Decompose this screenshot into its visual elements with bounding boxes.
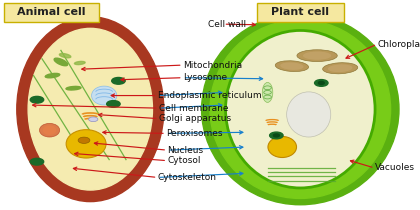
Ellipse shape xyxy=(74,61,85,65)
Ellipse shape xyxy=(275,61,309,72)
Circle shape xyxy=(112,77,125,84)
Ellipse shape xyxy=(45,74,60,78)
Circle shape xyxy=(318,81,324,84)
Ellipse shape xyxy=(262,82,273,102)
Ellipse shape xyxy=(59,54,71,58)
Text: Chloroplasts: Chloroplasts xyxy=(377,40,420,49)
FancyBboxPatch shape xyxy=(257,3,344,22)
Text: Cell wall: Cell wall xyxy=(208,20,246,29)
Ellipse shape xyxy=(210,20,391,198)
Text: Endoplasmic reticulum: Endoplasmic reticulum xyxy=(158,91,261,100)
Circle shape xyxy=(30,96,44,103)
Text: Animal cell: Animal cell xyxy=(17,7,86,17)
Ellipse shape xyxy=(297,50,337,62)
Ellipse shape xyxy=(286,92,331,137)
Circle shape xyxy=(30,158,44,165)
Circle shape xyxy=(273,134,279,137)
Ellipse shape xyxy=(303,51,331,60)
Text: Cytosol: Cytosol xyxy=(167,156,201,165)
Ellipse shape xyxy=(202,14,399,205)
Ellipse shape xyxy=(226,30,375,188)
Text: Plant cell: Plant cell xyxy=(271,7,329,17)
Ellipse shape xyxy=(89,117,98,122)
Ellipse shape xyxy=(78,137,90,143)
Ellipse shape xyxy=(17,17,164,202)
Text: Cytoskeleton: Cytoskeleton xyxy=(158,173,216,182)
Circle shape xyxy=(270,132,283,139)
Ellipse shape xyxy=(54,58,68,66)
Ellipse shape xyxy=(92,86,117,105)
Ellipse shape xyxy=(323,63,358,74)
Text: Vacuoles: Vacuoles xyxy=(375,164,415,172)
Text: Golgi apparatus: Golgi apparatus xyxy=(159,114,231,123)
Ellipse shape xyxy=(28,28,152,190)
FancyBboxPatch shape xyxy=(4,3,99,22)
Text: Cell membrane: Cell membrane xyxy=(159,104,228,113)
Text: Peroxisomes: Peroxisomes xyxy=(166,129,223,138)
Text: Nucleus: Nucleus xyxy=(167,146,203,155)
Ellipse shape xyxy=(66,130,106,158)
Circle shape xyxy=(315,80,328,86)
Ellipse shape xyxy=(39,123,60,137)
Circle shape xyxy=(107,101,120,107)
Ellipse shape xyxy=(280,62,304,70)
Ellipse shape xyxy=(328,64,352,72)
Text: Lysosome: Lysosome xyxy=(183,73,227,82)
Ellipse shape xyxy=(268,136,297,158)
Text: Mitochondria: Mitochondria xyxy=(183,61,242,70)
Ellipse shape xyxy=(43,126,56,135)
Ellipse shape xyxy=(66,87,81,90)
